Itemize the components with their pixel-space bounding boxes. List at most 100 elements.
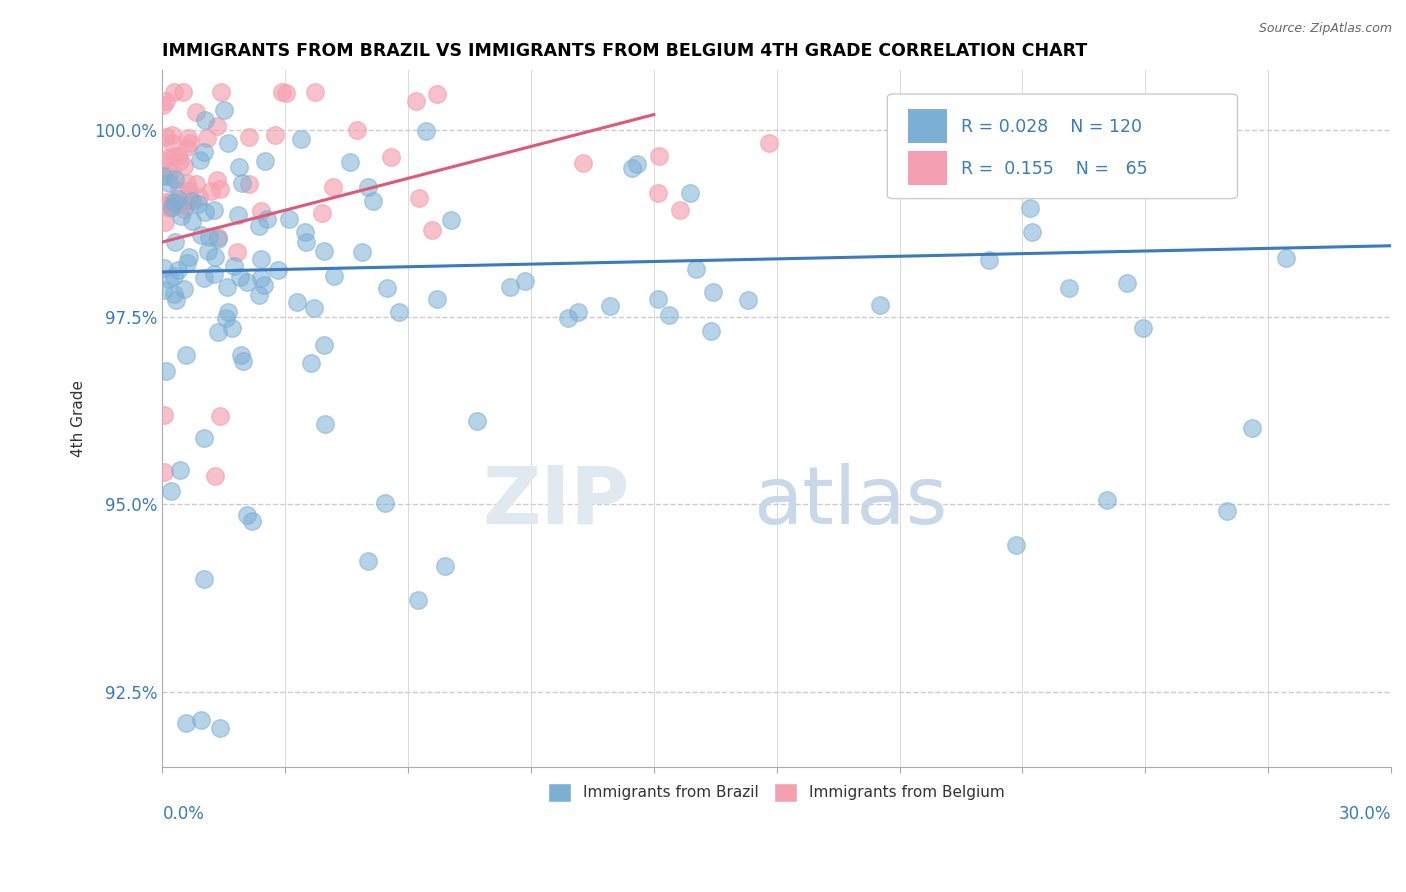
Point — [1116, 276, 1139, 290]
Point — [679, 186, 702, 200]
Point — [377, 281, 399, 295]
FancyBboxPatch shape — [908, 151, 948, 185]
Point — [238, 129, 260, 144]
Point — [198, 230, 221, 244]
Point — [256, 211, 278, 226]
Point — [232, 353, 254, 368]
Point — [426, 87, 449, 101]
Point — [204, 469, 226, 483]
Point — [190, 713, 212, 727]
Point — [169, 463, 191, 477]
Point — [236, 275, 259, 289]
Point — [420, 223, 443, 237]
Point — [599, 299, 621, 313]
Point — [167, 184, 190, 198]
Point — [165, 172, 187, 186]
Point — [157, 177, 180, 191]
Point — [242, 514, 264, 528]
Point — [669, 202, 692, 217]
Point — [285, 294, 308, 309]
Point — [159, 201, 181, 215]
Point — [200, 185, 222, 199]
Legend: Immigrants from Brazil, Immigrants from Belgium: Immigrants from Brazil, Immigrants from … — [543, 777, 1011, 808]
Point — [159, 483, 181, 498]
Point — [160, 128, 183, 142]
Point — [302, 301, 325, 315]
Point — [620, 161, 643, 175]
Text: Source: ZipAtlas.com: Source: ZipAtlas.com — [1258, 22, 1392, 36]
Point — [166, 293, 188, 307]
Text: R = 0.028    N = 120: R = 0.028 N = 120 — [962, 118, 1142, 136]
Point — [184, 177, 207, 191]
Point — [322, 180, 344, 194]
Point — [1057, 281, 1080, 295]
Point — [1240, 421, 1263, 435]
Point — [465, 414, 488, 428]
Point — [163, 286, 186, 301]
Point — [685, 262, 707, 277]
Point — [352, 244, 374, 259]
Point — [626, 157, 648, 171]
Point — [202, 202, 225, 217]
Point — [162, 136, 184, 150]
Point — [271, 85, 294, 99]
Point — [166, 262, 188, 277]
Point — [979, 252, 1001, 267]
Point — [208, 182, 231, 196]
Text: ZIP: ZIP — [482, 463, 630, 541]
Point — [169, 154, 191, 169]
Point — [247, 219, 270, 233]
Point — [177, 131, 200, 145]
Point — [180, 194, 202, 208]
Point — [250, 270, 273, 285]
Point — [176, 255, 198, 269]
Point — [499, 280, 522, 294]
Point — [152, 97, 174, 112]
Point — [205, 120, 228, 134]
Point — [153, 260, 176, 275]
Point — [440, 213, 463, 227]
Point — [156, 169, 179, 183]
Point — [209, 409, 232, 424]
Point — [229, 269, 252, 284]
Point — [357, 179, 380, 194]
Point — [231, 176, 253, 190]
Point — [294, 225, 316, 239]
Point — [572, 156, 595, 170]
Point — [190, 227, 212, 242]
Point — [212, 103, 235, 117]
Point — [173, 202, 195, 217]
Point — [238, 177, 260, 191]
Point — [228, 160, 250, 174]
Point — [207, 232, 229, 246]
Point — [194, 205, 217, 219]
Point — [647, 292, 669, 306]
Point — [186, 105, 208, 120]
Point — [172, 85, 194, 99]
Point — [250, 252, 273, 266]
Point — [193, 145, 215, 160]
Point — [211, 85, 233, 99]
Point — [1119, 166, 1142, 180]
Point — [155, 95, 177, 109]
Point — [737, 293, 759, 308]
Point — [177, 250, 200, 264]
Point — [204, 251, 226, 265]
Point — [217, 305, 239, 319]
Point — [207, 325, 229, 339]
Point — [159, 194, 181, 209]
Point — [193, 572, 215, 586]
Point — [181, 213, 204, 227]
Point — [214, 311, 236, 326]
Point — [274, 86, 297, 100]
Point — [339, 155, 361, 169]
Point — [194, 112, 217, 127]
Point — [177, 183, 200, 197]
Point — [253, 278, 276, 293]
Point — [356, 553, 378, 567]
Point — [702, 285, 724, 300]
Text: 30.0%: 30.0% — [1339, 805, 1391, 823]
Point — [155, 194, 177, 209]
Point — [187, 197, 209, 211]
Point — [157, 272, 180, 286]
